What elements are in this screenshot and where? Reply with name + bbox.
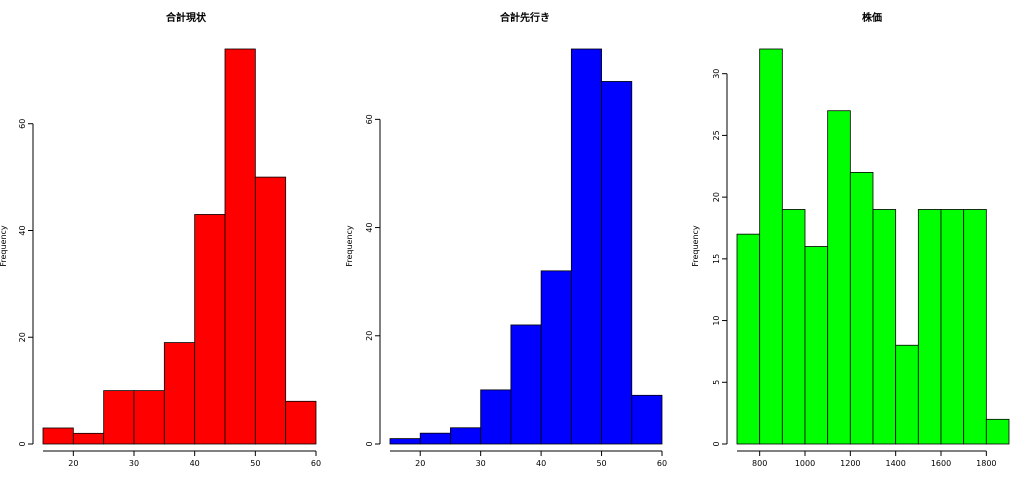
histogram-bar bbox=[450, 427, 482, 445]
histogram-bar bbox=[389, 438, 421, 445]
histogram-bar bbox=[42, 427, 74, 445]
y-tick-label: 60 bbox=[18, 119, 27, 129]
x-tick-label: 1200 bbox=[840, 459, 860, 468]
x-tick-label: 1800 bbox=[976, 459, 996, 468]
histogram-bar bbox=[917, 209, 942, 445]
histogram-bar bbox=[827, 110, 851, 445]
y-tick-label: 25 bbox=[712, 130, 721, 140]
y-tick-label: 20 bbox=[365, 331, 374, 341]
chart-title-3: 株価 bbox=[862, 11, 882, 24]
x-tick-label: 50 bbox=[596, 459, 606, 468]
histogram-bar bbox=[419, 432, 451, 445]
y-tick-label: 5 bbox=[712, 380, 721, 385]
histogram-bar bbox=[285, 400, 317, 445]
x-tick-label: 40 bbox=[190, 459, 200, 468]
histogram-bar bbox=[570, 48, 602, 445]
histogram-bar bbox=[849, 172, 874, 445]
histogram-bar bbox=[872, 209, 897, 445]
histogram-bar bbox=[103, 390, 135, 445]
y-axis-label-2: Frequency bbox=[345, 225, 354, 267]
histogram-bar bbox=[940, 209, 965, 445]
x-tick-label: 50 bbox=[250, 459, 260, 468]
x-tick-label: 1600 bbox=[931, 459, 951, 468]
histogram-bar bbox=[480, 389, 512, 445]
histogram-bar bbox=[985, 418, 1010, 445]
histogram-bar bbox=[895, 344, 919, 445]
histogram-bar bbox=[510, 324, 542, 445]
histogram-bar bbox=[781, 209, 806, 445]
histogram-bar bbox=[133, 390, 165, 445]
y-tick-label: 40 bbox=[365, 222, 374, 232]
x-tick-label: 20 bbox=[68, 459, 78, 468]
y-tick-label: 15 bbox=[712, 254, 721, 264]
y-tick-label: 40 bbox=[18, 225, 27, 235]
histogram-panel-1: 合計現状 Frequency 0 20 40 60 20 30 40 50 60 bbox=[0, 11, 321, 468]
y-tick-label: 20 bbox=[18, 332, 27, 342]
histogram-bar bbox=[759, 48, 783, 445]
chart-title-1: 合計現状 bbox=[165, 11, 207, 24]
x-tick-label: 60 bbox=[311, 459, 321, 468]
histogram-bar bbox=[254, 176, 287, 445]
histogram-panel-3: 株価 Frequency 0 5 10 15 20 25 30 800 1000 1200 1400… bbox=[691, 11, 1010, 468]
x-tick-label: 40 bbox=[536, 459, 546, 468]
y-axis-label-3: Frequency bbox=[691, 225, 700, 267]
histogram-bar bbox=[601, 81, 633, 445]
x-tick-label: 30 bbox=[476, 459, 486, 468]
histogram-bar bbox=[804, 246, 829, 445]
y-tick-label: 20 bbox=[712, 192, 721, 202]
y-axis-label-1: Frequency bbox=[0, 225, 8, 267]
histogram-bar bbox=[963, 209, 987, 445]
y-tick-label: 0 bbox=[712, 441, 721, 446]
histogram-bar bbox=[72, 432, 105, 445]
histogram-bar bbox=[163, 342, 196, 445]
y-tick-label: 30 bbox=[712, 69, 721, 79]
x-tick-label: 20 bbox=[415, 459, 425, 468]
x-tick-label: 800 bbox=[752, 459, 767, 468]
y-tick-label: 10 bbox=[712, 315, 721, 325]
y-tick-label: 0 bbox=[18, 441, 27, 446]
histogram-bar bbox=[631, 394, 663, 445]
x-tick-label: 1400 bbox=[885, 459, 905, 468]
x-tick-label: 60 bbox=[657, 459, 667, 468]
y-tick-label: 0 bbox=[365, 441, 374, 446]
y-tick-label: 60 bbox=[365, 114, 374, 124]
histogram-bar bbox=[224, 48, 256, 445]
histogram-bar bbox=[540, 270, 572, 445]
histogram-bar bbox=[194, 214, 226, 445]
histogram-panel-2: 合計先行き Frequency 0 20 40 60 20 30 40 50 60 bbox=[345, 11, 667, 468]
chart-title-2: 合計先行き bbox=[499, 11, 550, 24]
x-tick-label: 1000 bbox=[795, 459, 815, 468]
histogram-bar bbox=[736, 233, 761, 445]
x-tick-label: 30 bbox=[129, 459, 139, 468]
